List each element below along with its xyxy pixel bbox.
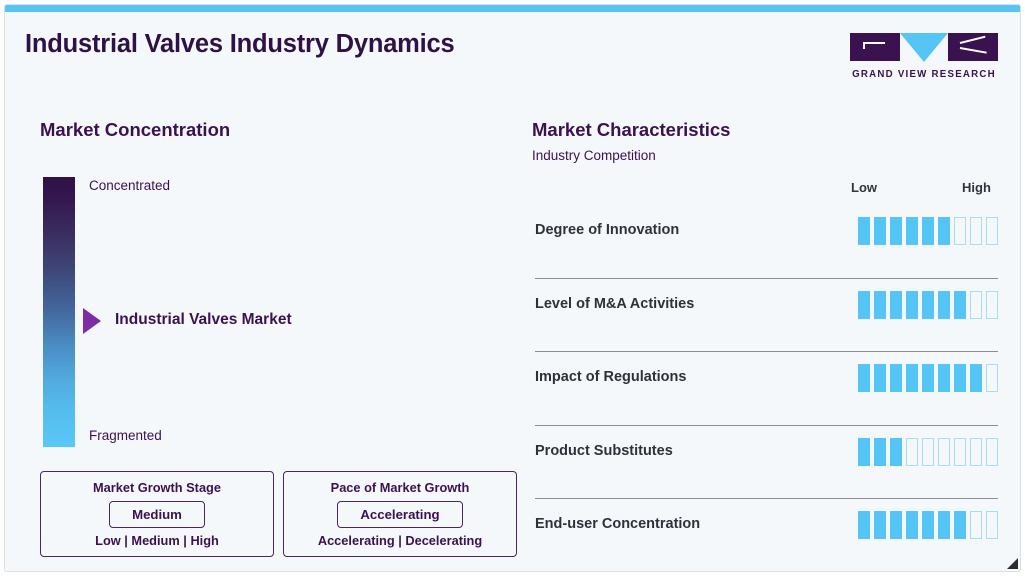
market-concentration-heading: Market Concentration [40,119,231,140]
rating-tick-filled [858,217,870,245]
rating-tick-filled [874,437,886,466]
pace-of-market-growth-title: Pace of Market Growth [330,480,470,495]
logo-triangle-icon [900,33,948,62]
rating-tick-filled [890,217,902,245]
rating-tick-empty [986,437,998,466]
market-growth-stage-options: Low | Medium | High [95,533,219,549]
characteristic-rating-bars [858,217,998,245]
rating-tick-empty [970,217,982,245]
rating-tick-empty [970,511,982,539]
pace-of-market-growth-options: Accelerating | Decelerating [317,533,483,549]
market-growth-stage-value: Medium [109,501,205,529]
characteristics-row-list: Degree of Innovation Level of M&A Activit… [535,205,998,571]
logo-marks [850,33,998,63]
rating-tick-filled [890,364,902,392]
logo-block-right-icon [948,33,998,61]
rating-tick-filled [954,511,966,539]
scale-low-label: Low [851,180,877,195]
scale-high-label: High [962,180,991,195]
rating-tick-filled [874,217,886,245]
stat-box-group: Market Growth Stage Medium Low | Medium … [40,471,517,558]
rating-tick-empty [970,290,982,319]
rating-tick-empty [986,364,998,392]
rating-tick-filled [906,290,918,319]
rating-tick-empty [986,217,998,245]
rating-tick-filled [858,364,870,392]
rating-tick-empty [954,217,966,245]
logo-right-line-upper [959,35,986,44]
logo-left-line-vertical [863,42,865,49]
characteristic-row: Degree of Innovation [535,205,998,279]
logo-block-left-icon [850,33,900,61]
rating-tick-empty [954,437,966,466]
rating-tick-filled [858,290,870,319]
characteristic-rating-bars [858,437,998,466]
rating-tick-empty [906,437,918,466]
rating-tick-filled [906,217,918,245]
rating-tick-filled [874,364,886,392]
logo-right-line-lower [959,47,987,54]
market-growth-stage-box: Market Growth Stage Medium Low | Medium … [40,471,274,558]
characteristic-label: Degree of Innovation [535,222,680,238]
top-accent-strip [5,5,1020,12]
rating-tick-filled [922,290,934,319]
characteristic-rating-bars [858,364,998,392]
rating-tick-filled [922,364,934,392]
characteristic-row: End-user Concentration [535,499,998,571]
rating-tick-filled [954,290,966,319]
rating-tick-filled [922,511,934,539]
characteristic-label: Product Substitutes [535,442,673,459]
logo-left-line-horizontal [863,42,885,44]
pace-of-market-growth-box: Pace of Market Growth Accelerating Accel… [283,471,517,558]
market-characteristics-heading: Market Characteristics [532,119,731,140]
market-growth-stage-title: Market Growth Stage [93,480,221,495]
rating-tick-filled [938,364,950,392]
rating-tick-filled [874,511,886,539]
market-position-arrow-icon [83,308,101,334]
characteristic-row: Impact of Regulations [535,352,998,426]
rating-tick-filled [906,511,918,539]
brand-logo: GRAND VIEW RESEARCH [850,33,998,80]
rating-tick-empty [970,437,982,466]
rating-tick-filled [906,364,918,392]
market-characteristics-subheading: Industry Competition [532,148,656,163]
characteristic-rating-bars [858,290,998,319]
characteristic-label: Level of M&A Activities [535,295,695,312]
page-title: Industrial Valves Industry Dynamics [25,30,455,58]
rating-tick-filled [890,290,902,319]
rating-tick-empty [986,290,998,319]
rating-tick-filled [954,364,966,392]
rating-tick-filled [874,290,886,319]
rating-tick-filled [938,217,950,245]
market-position-label: Industrial Valves Market [115,311,292,328]
concentration-scale-bottom-label: Fragmented [89,428,162,443]
rating-tick-filled [922,217,934,245]
rating-tick-filled [938,290,950,319]
characteristic-rating-bars [858,511,998,539]
corner-fold-mark [1007,558,1018,569]
concentration-gradient-bar [43,177,75,447]
rating-tick-filled [890,511,902,539]
rating-tick-filled [890,437,902,466]
pace-of-market-growth-value: Accelerating [337,501,463,529]
infographic-card: Industrial Valves Industry Dynamics GRAN… [4,4,1021,572]
characteristic-label: End-user Concentration [535,516,701,532]
concentration-scale-top-label: Concentrated [89,178,171,193]
characteristic-row: Product Substitutes [535,426,998,499]
rating-tick-empty [922,437,934,466]
rating-tick-filled [858,511,870,539]
logo-wordmark: GRAND VIEW RESEARCH [852,69,996,80]
rating-tick-filled [938,511,950,539]
rating-tick-filled [858,437,870,466]
rating-tick-empty [986,511,998,539]
rating-tick-empty [938,437,950,466]
characteristic-row: Level of M&A Activities [535,279,998,352]
characteristic-label: Impact of Regulations [535,369,687,385]
rating-tick-filled [970,364,982,392]
